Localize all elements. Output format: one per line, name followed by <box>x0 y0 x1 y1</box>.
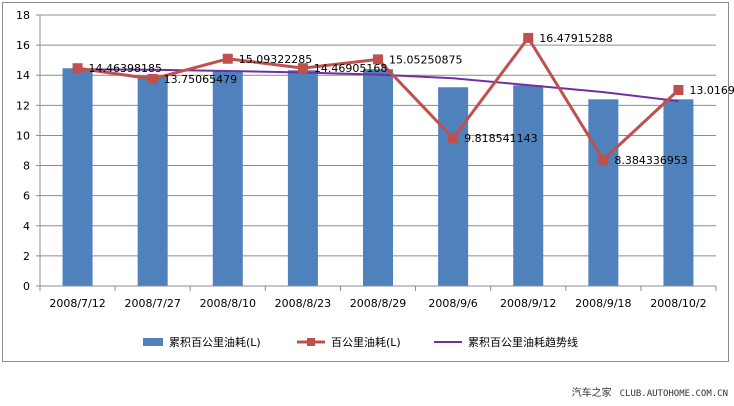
line-point <box>373 54 383 65</box>
data-label: 16.47915288 <box>539 32 612 45</box>
y-tick-label: 12 <box>16 99 30 112</box>
watermark: 汽车之家 CLUB.AUTOHOME.COM.CN <box>572 384 728 399</box>
line-point <box>297 63 308 74</box>
bar <box>287 70 318 286</box>
line-point <box>523 32 534 43</box>
line-point <box>222 53 233 64</box>
line-point <box>72 63 83 74</box>
watermark-brand: 汽车之家 <box>571 388 612 399</box>
x-tick-label: 2008/7/27 <box>124 297 180 310</box>
axes <box>39 15 717 291</box>
legend-label: 累积百公里油耗趋势线 <box>468 335 578 349</box>
data-label: 14.46905168 <box>314 62 387 75</box>
bar <box>62 68 93 287</box>
y-tick-label: 4 <box>23 220 30 233</box>
legend-label: 累积百公里油耗(L) <box>169 335 261 349</box>
watermark-url: CLUB.AUTOHOME.COM.CN <box>619 389 728 399</box>
bar <box>588 99 619 286</box>
x-tick-label: 2008/8/23 <box>275 297 331 310</box>
trendline-series <box>77 68 679 103</box>
data-label: 9.818541143 <box>464 132 537 145</box>
y-tick-label: 18 <box>16 9 30 22</box>
x-tick-label: 2008/8/29 <box>350 297 406 310</box>
data-label: 15.05250875 <box>389 53 462 66</box>
line-point <box>147 73 158 84</box>
bar <box>363 69 393 286</box>
x-tick-label: 2008/7/12 <box>49 297 105 310</box>
bar <box>513 85 544 286</box>
y-tick-label: 14 <box>16 69 30 82</box>
x-tick-label: 2008/9/12 <box>500 297 556 310</box>
legend: 累积百公里油耗(L) 百公里油耗(L) 累积百公里油耗趋势线 <box>143 335 578 349</box>
data-label: 8.384336953 <box>614 154 687 167</box>
y-tick-label: 6 <box>23 190 30 203</box>
data-label: 13.75065479 <box>164 73 237 86</box>
data-label: 15.09322285 <box>239 53 312 66</box>
x-tick-label: 2008/9/18 <box>575 297 631 310</box>
x-tick-labels: 2008/7/12 2008/7/27 2008/8/10 2008/8/23 2008… <box>49 297 706 310</box>
y-tick-label: 10 <box>16 129 30 142</box>
bar <box>438 87 469 287</box>
bar <box>137 75 168 286</box>
data-label: 14.46398185 <box>89 62 162 75</box>
x-tick-label: 2008/8/10 <box>200 297 256 310</box>
line-series <box>72 32 684 165</box>
y-tick-labels: 0 2 4 6 8 10 12 14 16 18 <box>16 9 30 293</box>
legend-swatch-marker <box>307 338 315 346</box>
legend-label: 百公里油耗(L) <box>331 335 401 349</box>
y-tick-label: 16 <box>16 39 30 52</box>
trendline <box>77 68 679 103</box>
line-point <box>448 133 459 144</box>
bar <box>663 99 694 286</box>
line-point <box>673 85 684 96</box>
data-labels: 14.4639818513.7506547915.0932228514.4690… <box>89 32 734 167</box>
legend-swatch-bar <box>143 338 163 346</box>
x-tick-label: 2008/10/2 <box>650 297 706 310</box>
y-tick-label: 0 <box>23 280 30 293</box>
y-tick-label: 2 <box>23 250 30 263</box>
y-tick-label: 8 <box>23 160 30 173</box>
line-point <box>598 154 609 165</box>
bar-series <box>62 68 694 287</box>
bar <box>212 70 243 286</box>
x-tick-label: 2008/9/6 <box>428 297 477 310</box>
data-label: 13.01691729 <box>689 84 734 97</box>
